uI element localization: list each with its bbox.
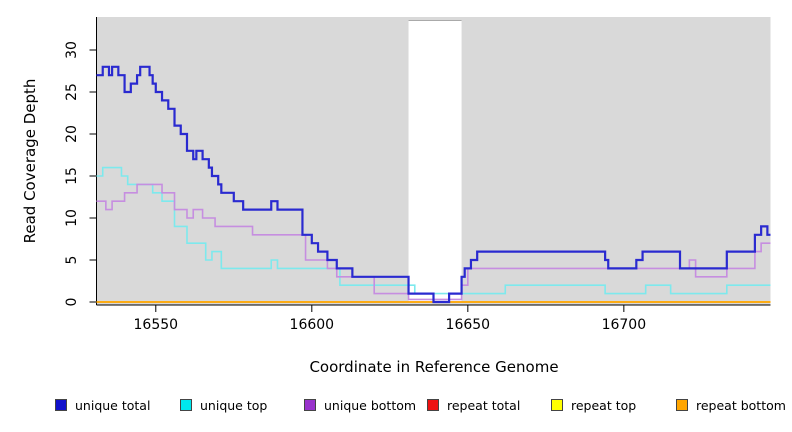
x-tick-label: 16700 bbox=[602, 317, 647, 333]
legend-label: repeat top bbox=[571, 397, 637, 413]
legend-item-unique-total: unique total bbox=[55, 396, 150, 414]
legend-label: repeat total bbox=[447, 397, 521, 413]
x-axis-label: Coordinate in Reference Genome bbox=[309, 358, 559, 376]
legend-label: unique top bbox=[200, 397, 268, 413]
series-line-unique-total bbox=[96, 65, 771, 304]
y-tick-label: 5 bbox=[64, 256, 80, 265]
legend-swatch-repeat-total-icon bbox=[427, 399, 439, 411]
x-tick-label: 16600 bbox=[290, 317, 335, 333]
legend-label: unique bottom bbox=[324, 397, 417, 413]
legend-swatch-unique-top-icon bbox=[180, 399, 192, 411]
x-tick-label: 16550 bbox=[134, 317, 179, 333]
masked-region bbox=[408, 20, 462, 302]
legend-label: unique total bbox=[75, 397, 151, 413]
y-tick-label: 30 bbox=[64, 41, 80, 59]
y-tick-label: 25 bbox=[64, 83, 80, 101]
legend-swatch-unique-bottom-icon bbox=[304, 399, 316, 411]
legend-swatch-repeat-top-icon bbox=[551, 399, 563, 411]
legend-item-repeat-total: repeat total bbox=[427, 396, 520, 414]
x-tick-label: 16650 bbox=[446, 317, 491, 333]
legend-label: repeat bottom bbox=[696, 397, 786, 413]
y-tick-label: 15 bbox=[64, 167, 80, 185]
legend-item-repeat-top: repeat top bbox=[551, 396, 636, 414]
legend: unique total unique top unique bottom re… bbox=[0, 396, 792, 418]
y-tick-label: 20 bbox=[64, 125, 80, 143]
y-tick-label: 0 bbox=[64, 298, 80, 307]
series-line-unique-bottom bbox=[96, 183, 771, 301]
y-tick-label: 10 bbox=[64, 209, 80, 227]
legend-swatch-unique-total-icon bbox=[55, 399, 67, 411]
legend-item-unique-top: unique top bbox=[180, 396, 267, 414]
legend-item-repeat-bottom: repeat bottom bbox=[676, 396, 786, 414]
y-axis-label: Read Coverage Depth bbox=[21, 78, 39, 244]
legend-item-unique-bottom: unique bottom bbox=[304, 396, 416, 414]
legend-swatch-repeat-bottom-icon bbox=[676, 399, 688, 411]
